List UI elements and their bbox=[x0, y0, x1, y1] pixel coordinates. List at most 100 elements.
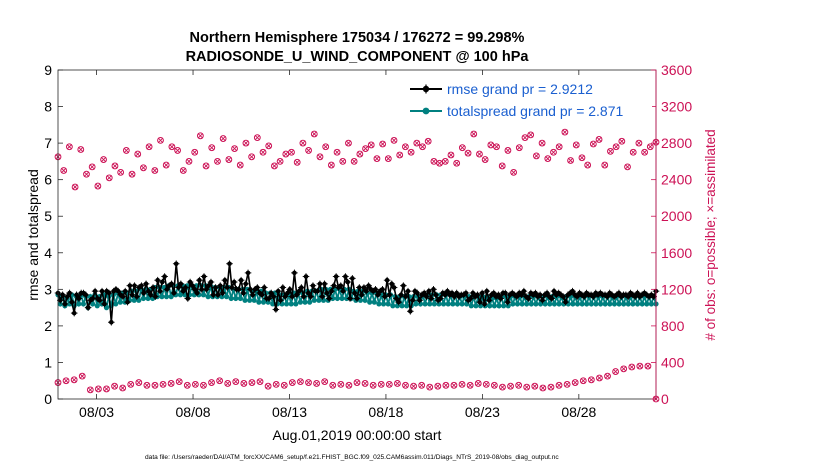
totalspread-point bbox=[283, 301, 290, 307]
rmse-point bbox=[142, 280, 150, 288]
obs-possible-point-lower bbox=[466, 381, 474, 389]
obs-possible-point-upper-circle bbox=[635, 139, 643, 147]
obs-possible-point-lower bbox=[410, 382, 417, 390]
obs-possible-point-upper-circle bbox=[88, 163, 96, 171]
obs-possible-point-lower bbox=[272, 380, 280, 388]
obs-possible-point-lower-cross-b bbox=[281, 382, 287, 389]
y-tick-label-left: 8 bbox=[44, 99, 52, 115]
obs-possible-point-lower-cross-b bbox=[273, 381, 279, 388]
rmse-point bbox=[193, 289, 201, 297]
obs-possible-point-lower-cross-b bbox=[435, 383, 441, 389]
rmse-point bbox=[300, 293, 307, 300]
obs-possible-point-upper-circle bbox=[470, 130, 478, 138]
obs-possible-point-upper-circle bbox=[498, 162, 506, 170]
rmse-point bbox=[209, 291, 217, 299]
obs-possible-point-upper bbox=[624, 163, 631, 171]
obs-possible-point-lower-circle bbox=[62, 377, 70, 385]
obs-possible-point-upper-cross-b bbox=[362, 145, 369, 152]
obs-possible-point-lower-cross-b bbox=[192, 381, 199, 388]
obs-possible-point-lower-cross-b bbox=[370, 382, 376, 389]
obs-possible-point-upper bbox=[527, 131, 535, 139]
totalspread-point bbox=[288, 301, 294, 307]
obs-possible-point-lower-cross-b bbox=[427, 384, 433, 390]
obs-possible-point-lower bbox=[264, 382, 272, 390]
obs-possible-point-upper-circle bbox=[111, 162, 119, 170]
rmse-point bbox=[483, 287, 491, 295]
obs-possible-point-upper-circle bbox=[595, 136, 603, 143]
obs-possible-point-upper-circle bbox=[510, 168, 518, 176]
obs-possible-point-lower bbox=[579, 377, 587, 385]
totalspread-point bbox=[427, 301, 433, 307]
rmse-point bbox=[133, 293, 141, 300]
totalspread-point bbox=[634, 301, 641, 307]
obs-possible-point-upper-circle bbox=[584, 161, 592, 169]
rmse-point bbox=[186, 278, 194, 286]
obs-possible-point-lower bbox=[628, 363, 636, 371]
obs-possible-point-upper-cross-b bbox=[539, 140, 545, 146]
rmse-point bbox=[119, 293, 127, 300]
obs-possible-point-lower bbox=[458, 380, 466, 388]
obs-possible-point-upper-cross-b bbox=[180, 167, 187, 174]
totalspread-point bbox=[293, 301, 299, 307]
obs-possible-point-upper bbox=[646, 143, 654, 151]
obs-possible-point-lower-cross-b bbox=[79, 373, 85, 379]
obs-possible-point-lower bbox=[78, 372, 86, 380]
obs-possible-point-lower-circle bbox=[507, 382, 514, 390]
obs-possible-point-upper-cross-b bbox=[220, 135, 226, 142]
obs-possible-point-upper bbox=[515, 144, 523, 152]
obs-possible-point-upper-cross-b bbox=[431, 158, 437, 165]
obs-possible-point-upper bbox=[424, 137, 432, 145]
obs-possible-point-upper bbox=[578, 154, 586, 162]
rmse-point bbox=[265, 295, 273, 302]
rmse-point bbox=[242, 280, 250, 288]
rmse-point bbox=[397, 291, 405, 299]
rmse-point bbox=[365, 282, 372, 289]
obs-possible-point-upper-circle bbox=[225, 156, 233, 163]
obs-possible-point-upper-circle bbox=[521, 134, 529, 142]
totalspread-point bbox=[117, 299, 123, 305]
obs-possible-point-upper-circle bbox=[538, 139, 546, 147]
obs-possible-point-upper-circle bbox=[373, 155, 381, 163]
rmse-point bbox=[114, 287, 122, 295]
rmse-point bbox=[425, 287, 433, 295]
obs-possible-point-lower bbox=[555, 381, 563, 389]
obs-possible-point-upper-circle bbox=[379, 140, 387, 148]
obs-possible-point-lower bbox=[183, 381, 191, 389]
obs-possible-point-upper-circle bbox=[299, 139, 307, 147]
rmse-point bbox=[634, 289, 641, 297]
rmse-point bbox=[395, 298, 403, 306]
obs-possible-point-upper bbox=[407, 148, 415, 156]
obs-possible-point-lower-cross-b bbox=[119, 385, 126, 391]
rmse-point bbox=[402, 293, 409, 300]
obs-possible-point-upper-circle bbox=[196, 132, 204, 140]
obs-possible-point-lower-cross-b bbox=[629, 364, 635, 370]
obs-possible-point-lower bbox=[490, 381, 498, 389]
obs-possible-point-upper-cross-b bbox=[351, 158, 357, 165]
rmse-point bbox=[295, 287, 303, 295]
obs-possible-point-upper bbox=[419, 143, 426, 151]
obs-possible-point-upper bbox=[242, 139, 250, 147]
y-tick-label-right: 2000 bbox=[661, 208, 692, 224]
obs-possible-point-upper bbox=[316, 153, 324, 161]
obs-possible-point-upper-circle bbox=[242, 139, 250, 147]
obs-possible-point-lower-circle bbox=[385, 380, 393, 388]
obs-possible-point-upper-cross-b bbox=[499, 163, 505, 169]
x-axis-label: Aug.01,2019 00:00:00 start bbox=[273, 427, 442, 443]
obs-possible-point-lower bbox=[111, 382, 118, 390]
rmse-point bbox=[244, 269, 252, 277]
rmse-point bbox=[314, 287, 321, 295]
obs-possible-point-lower-cross-b bbox=[297, 378, 304, 385]
totalspread-point bbox=[524, 301, 530, 307]
totalspread-point bbox=[344, 295, 350, 302]
totalspread-point bbox=[547, 301, 553, 307]
obs-possible-point-lower bbox=[482, 380, 490, 388]
rmse-point bbox=[344, 278, 352, 286]
totalspread-point bbox=[440, 301, 447, 307]
obs-possible-point-lower bbox=[539, 384, 547, 392]
obs-possible-point-lower-circle bbox=[151, 381, 159, 389]
rmse-point bbox=[409, 296, 416, 304]
obs-possible-point-upper bbox=[538, 139, 546, 147]
obs-possible-point-upper-circle bbox=[402, 143, 409, 151]
totalspread-point bbox=[593, 301, 599, 307]
totalspread-point bbox=[260, 299, 267, 305]
